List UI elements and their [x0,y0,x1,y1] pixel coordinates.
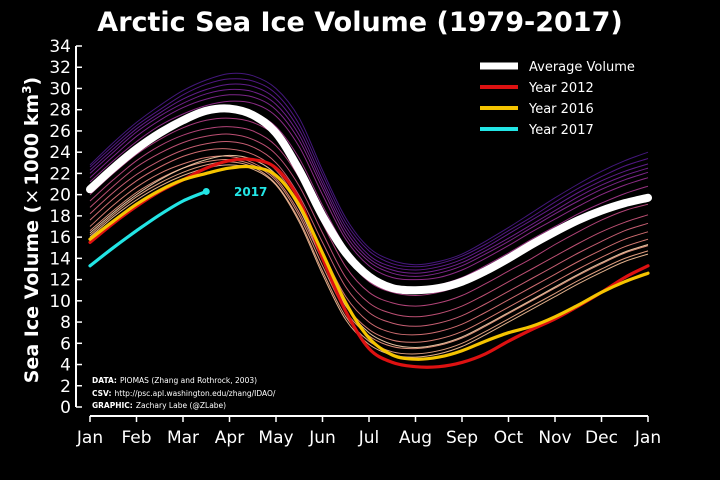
y-tick-label: 16 [49,228,71,248]
x-tick-label: Jun [308,428,336,448]
y-axis-label-times: × [21,189,43,205]
year-line-10 [89,133,649,318]
year-line-13 [89,155,649,343]
x-tick-label: Jul [358,428,380,448]
y-tick-label: 32 [49,58,71,78]
legend-label-3: Year 2016 [528,102,594,117]
x-tick-label: Mar [167,428,199,448]
y-tick-label: 8 [60,313,71,333]
credit-data-text: PIOMAS (Zhang and Rothrock, 2003) [120,376,257,385]
credits: DATA: PIOMAS (Zhang and Rothrock, 2003) C… [92,376,276,410]
y-axis-label-main: Sea Ice Volume ( [21,205,43,384]
year-line-12 [89,148,649,336]
y-tick-label: 10 [49,292,71,312]
year-line-6 [89,100,649,281]
year-line-9 [89,126,649,307]
x-tick-label: Jan [634,428,661,448]
x-tick-label: Dec [585,428,618,448]
year-2016-line [88,164,650,361]
y-tick-label: 0 [60,398,71,418]
year-line-16 [89,164,649,358]
legend-label-2: Year 2012 [528,81,594,96]
y-tick-label: 28 [49,101,71,121]
year-line-15 [89,161,649,355]
legend-label-4: Year 2017 [528,123,594,138]
year-2017-endpoint [202,187,210,195]
y-tick-label: 24 [49,143,71,163]
credit-data-label: DATA: [92,376,117,385]
y-tick-label: 14 [49,249,71,269]
year-line-1 [89,72,649,266]
x-tick-label: Oct [494,428,524,448]
y-axis-label-sup: 3 [20,85,34,93]
year-line-17 [89,154,649,349]
year-line-4 [89,88,649,274]
y-axis-label-close: ) [21,77,43,86]
y-axis-label: Sea Ice Volume (× 1000 km3) [20,77,43,384]
x-tick-label: May [258,428,293,448]
y-tick-label: 4 [60,356,71,376]
x-tick-label: Feb [121,428,151,448]
year-line-2 [89,78,649,268]
x-tick-label: Aug [399,428,432,448]
legend-label-1: Average Volume [529,60,635,75]
year-line-3 [89,83,649,271]
y-tick-label: 6 [60,334,71,354]
chart-title: Arctic Sea Ice Volume (1979-2017) [97,7,622,38]
x-tick-label: Apr [215,428,244,448]
x-tick-label: Nov [538,428,571,448]
credit-graphic: GRAPHIC: Zachary Labe (@ZLabe) [92,401,226,410]
credit-csv-text: http://psc.apl.washington.edu/zhang/IDAO… [115,389,276,398]
credit-csv: CSV: http://psc.apl.washington.edu/zhang/… [92,389,276,398]
y-tick-label: 2 [60,377,71,397]
y-axis-label-unit: 1000 km [21,94,43,186]
average-volume-line [86,104,652,295]
legend: Average Volume Year 2012 Year 2016 Year 201… [480,60,635,138]
x-tick-label: Sep [446,428,478,448]
y-tick-label: 34 [49,37,71,57]
year-line-5 [89,94,649,277]
annotation-2017: 2017 [234,185,267,199]
x-tick-label: Jan [76,428,103,448]
year-line-11 [89,140,649,327]
y-tick-label: 12 [49,271,71,291]
year-2017-line [88,189,208,268]
credit-csv-label: CSV: [92,389,112,398]
credit-data: DATA: PIOMAS (Zhang and Rothrock, 2003) [92,376,257,385]
y-tick-label: 22 [49,164,71,184]
y-tick-label: 30 [49,79,71,99]
y-tick-label: 20 [49,186,71,206]
y-tick-label: 18 [49,207,71,227]
y-tick-label: 26 [49,122,71,142]
credit-graphic-text: Zachary Labe (@ZLabe) [136,401,226,410]
plot-area [86,72,652,369]
credit-graphic-label: GRAPHIC: [92,401,133,410]
